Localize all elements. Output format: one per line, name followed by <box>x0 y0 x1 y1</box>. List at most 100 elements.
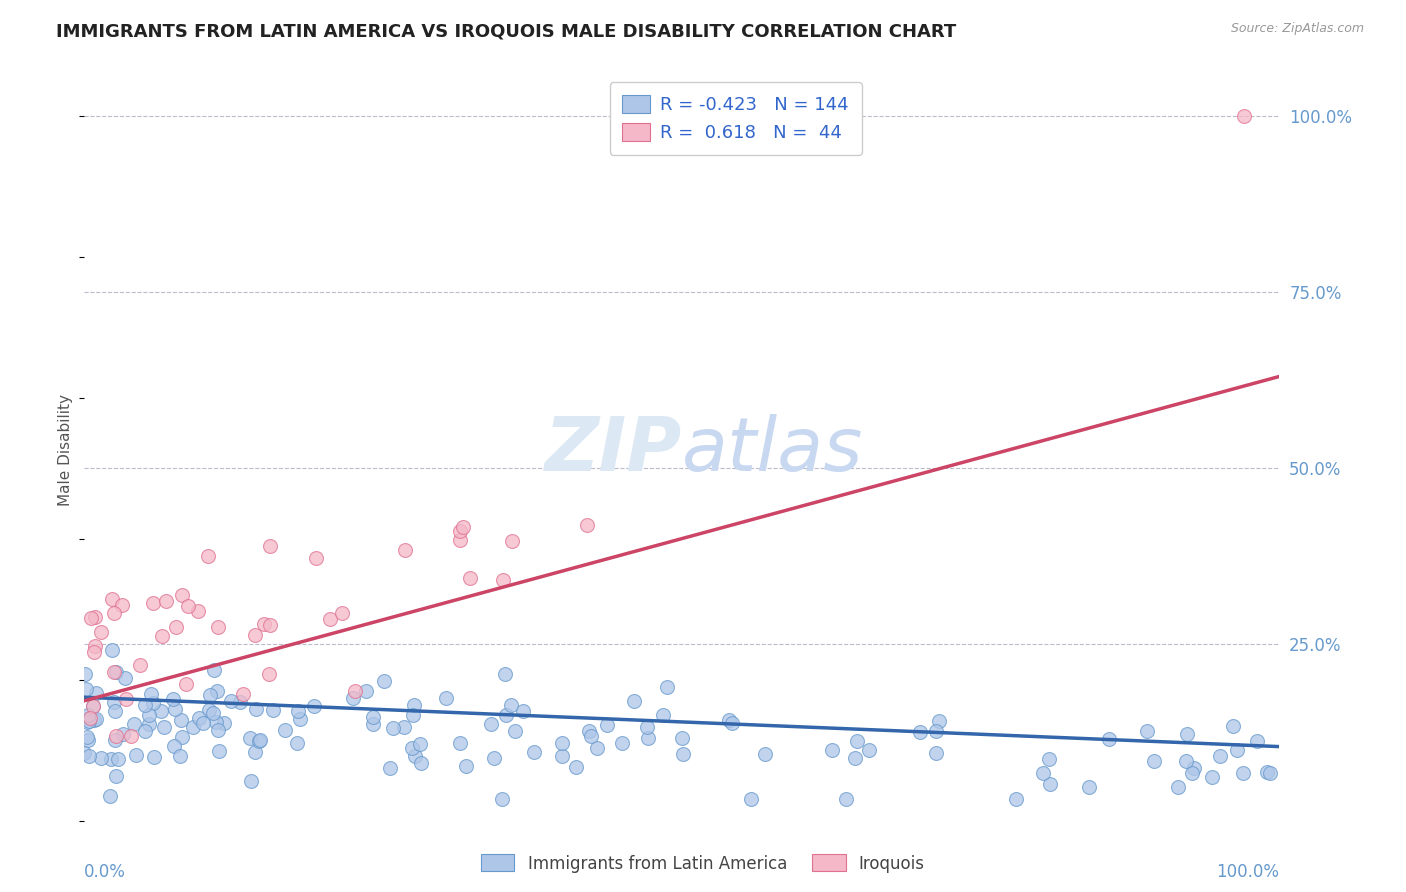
Point <box>202 663 225 677</box>
Point <box>479 716 502 731</box>
Point <box>259 539 281 553</box>
Point <box>181 719 204 733</box>
Point <box>141 687 163 701</box>
Point <box>382 721 405 735</box>
Point <box>100 752 122 766</box>
Text: 0.0%: 0.0% <box>84 863 127 881</box>
Point <box>1226 743 1249 757</box>
Point <box>198 688 221 702</box>
Point <box>80 611 103 625</box>
Point <box>243 628 266 642</box>
Point <box>1233 109 1256 123</box>
Point <box>138 708 160 723</box>
Point <box>259 618 281 632</box>
Point <box>152 720 174 734</box>
Text: 100.0%: 100.0% <box>1216 863 1279 881</box>
Point <box>1098 731 1121 746</box>
Point <box>129 657 152 672</box>
Point <box>120 729 142 743</box>
Point <box>1039 777 1062 791</box>
Y-axis label: Male Disability: Male Disability <box>58 394 73 507</box>
Point <box>83 639 105 653</box>
Point <box>404 698 426 713</box>
Point <box>330 606 353 620</box>
Point <box>596 718 619 732</box>
Point <box>373 673 395 688</box>
Point <box>551 736 574 750</box>
Point <box>169 713 191 727</box>
Point <box>523 745 546 759</box>
Point <box>409 737 432 751</box>
Point <box>84 686 107 700</box>
Point <box>1232 766 1254 780</box>
Point <box>578 723 600 738</box>
Point <box>394 543 416 558</box>
Point <box>169 748 191 763</box>
Point <box>77 714 100 728</box>
Point <box>207 723 229 737</box>
Point <box>162 692 184 706</box>
Point <box>672 747 695 762</box>
Point <box>239 731 262 746</box>
Legend: Immigrants from Latin America, Iroquois: Immigrants from Latin America, Iroquois <box>474 847 932 880</box>
Point <box>253 617 276 632</box>
Point <box>104 729 127 743</box>
Point <box>1175 727 1198 741</box>
Point <box>219 694 242 708</box>
Point <box>103 665 125 679</box>
Point <box>1256 765 1278 780</box>
Point <box>214 716 236 731</box>
Point <box>1032 765 1054 780</box>
Point <box>740 792 762 806</box>
Point <box>1181 766 1204 780</box>
Legend: R = -0.423   N = 144, R =  0.618   N =  44: R = -0.423 N = 144, R = 0.618 N = 44 <box>610 82 862 155</box>
Point <box>197 549 219 564</box>
Point <box>1174 754 1197 768</box>
Point <box>821 743 844 757</box>
Point <box>637 731 659 745</box>
Point <box>90 624 112 639</box>
Text: IMMIGRANTS FROM LATIN AMERICA VS IROQUOIS MALE DISABILITY CORRELATION CHART: IMMIGRANTS FROM LATIN AMERICA VS IROQUOI… <box>56 22 956 40</box>
Point <box>124 747 146 762</box>
Point <box>380 761 402 775</box>
Point <box>103 705 125 719</box>
Point <box>247 734 270 748</box>
Point <box>259 667 281 681</box>
Point <box>138 716 160 731</box>
Point <box>73 667 96 681</box>
Point <box>495 708 517 723</box>
Point <box>82 698 104 713</box>
Point <box>165 620 187 634</box>
Point <box>79 748 101 763</box>
Point <box>239 773 262 788</box>
Point <box>79 711 101 725</box>
Point <box>392 720 415 734</box>
Point <box>623 694 645 708</box>
Point <box>229 695 252 709</box>
Point <box>499 698 522 712</box>
Point <box>342 691 364 706</box>
Point <box>844 751 866 765</box>
Point <box>83 645 105 659</box>
Point <box>290 712 312 726</box>
Point <box>287 704 309 718</box>
Point <box>76 730 98 744</box>
Point <box>551 749 574 764</box>
Point <box>717 713 740 727</box>
Point <box>1136 723 1159 738</box>
Point <box>1246 734 1268 748</box>
Point <box>98 789 121 803</box>
Point <box>512 704 534 718</box>
Point <box>1222 719 1244 733</box>
Point <box>1038 752 1060 766</box>
Point <box>285 736 308 750</box>
Point <box>232 687 254 701</box>
Point <box>107 751 129 765</box>
Point <box>434 691 457 706</box>
Point <box>262 703 284 717</box>
Point <box>1077 780 1099 794</box>
Point <box>243 745 266 759</box>
Text: atlas: atlas <box>682 415 863 486</box>
Point <box>122 717 145 731</box>
Point <box>77 732 100 747</box>
